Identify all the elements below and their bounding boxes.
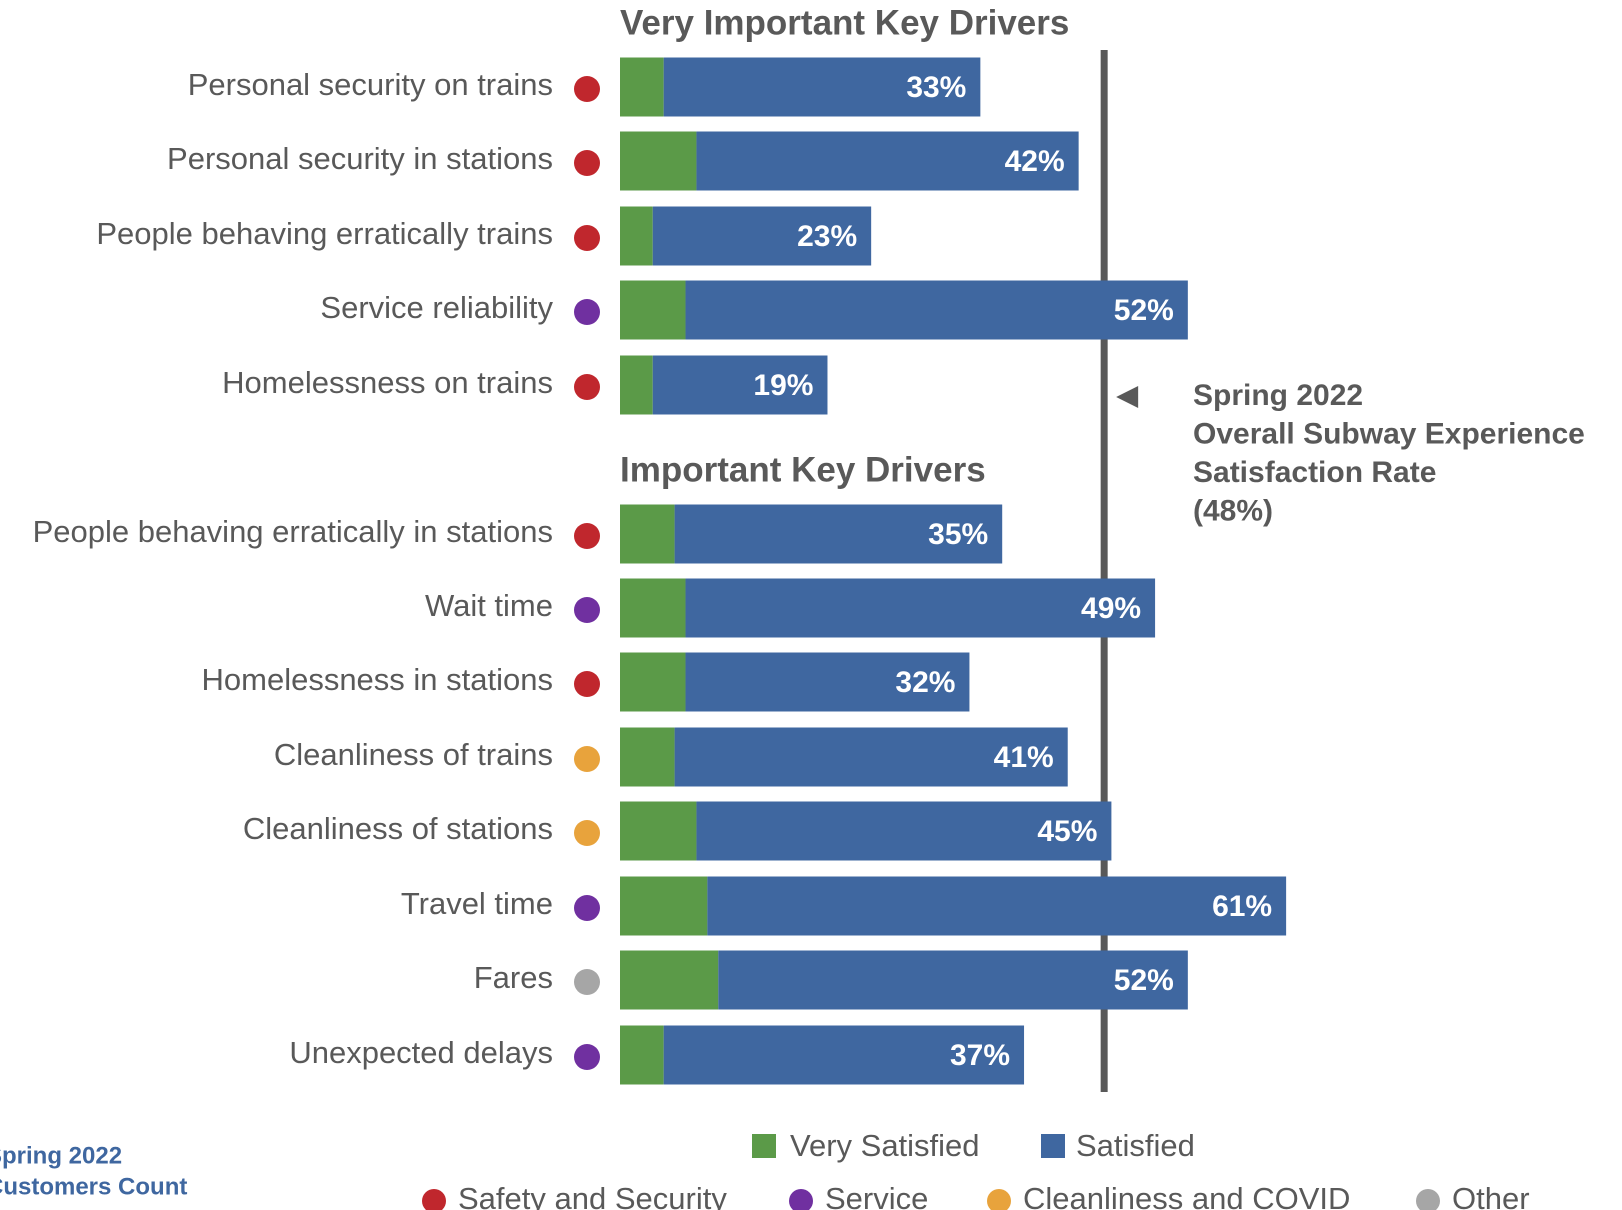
legend-dot: [987, 1189, 1011, 1210]
category-type-dot: [574, 523, 600, 549]
category-type-dot: [574, 299, 600, 325]
total-label: 37%: [950, 1039, 1010, 1072]
total-label: 52%: [1114, 964, 1174, 997]
bar-segment: [663, 1025, 1025, 1085]
bar-segment: [696, 131, 1079, 191]
bar-segment: [620, 57, 664, 117]
category-label: Cleanliness of stations: [243, 811, 553, 846]
total-label: 19%: [753, 369, 813, 402]
total-label: 49%: [1081, 592, 1141, 625]
category-type-dot: [574, 76, 600, 102]
category-type-dot: [574, 671, 600, 697]
category-type-dot: [574, 150, 600, 176]
total-label: 41%: [994, 741, 1054, 774]
legend-dot: [422, 1189, 446, 1210]
group-title: Very Important Key Drivers: [620, 3, 1069, 42]
bar-segment: [663, 57, 981, 117]
total-label: 42%: [1005, 145, 1065, 178]
total-label: 23%: [797, 220, 857, 253]
total-label: 45%: [1037, 815, 1097, 848]
category-label: Wait time: [425, 588, 553, 623]
bar-segment: [685, 652, 970, 712]
total-label: 33%: [906, 71, 966, 104]
bar-segment: [620, 355, 653, 415]
bar-segment: [674, 504, 1003, 564]
annotation-text: Satisfaction Rate: [1193, 456, 1436, 489]
category-label: Cleanliness of trains: [274, 737, 553, 772]
category-type-dot: [574, 895, 600, 921]
source-text: Customers Count: [0, 1173, 187, 1200]
category-label: Unexpected delays: [289, 1035, 553, 1070]
bar-segment: [620, 578, 686, 638]
bar-segment: [620, 280, 686, 340]
total-label: 32%: [895, 666, 955, 699]
legend-dot: [789, 1189, 813, 1210]
category-type-dot: [574, 820, 600, 846]
bar-segment: [652, 355, 828, 415]
bar-segment: [696, 801, 1112, 861]
bar-segment: [685, 578, 1156, 638]
category-label: Personal security on trains: [188, 67, 553, 102]
total-label: 35%: [928, 518, 988, 551]
bar-segment: [718, 950, 1188, 1010]
legend-dot: [1416, 1189, 1440, 1210]
category-label: Homelessness in stations: [202, 662, 554, 697]
annotation-text: Spring 2022: [1193, 379, 1363, 412]
annotation-text: (48%): [1193, 494, 1273, 527]
bar-segment: [620, 206, 653, 266]
total-label: 52%: [1114, 294, 1174, 327]
bar-segment: [620, 876, 708, 936]
bar-segment: [652, 206, 872, 266]
category-type-dot: [574, 746, 600, 772]
source-text: Survey: [0, 1204, 67, 1210]
bar-segment: [620, 950, 719, 1010]
category-type-dot: [574, 969, 600, 995]
category-type-dot: [574, 225, 600, 251]
legend-label: Safety and Security: [458, 1181, 727, 1210]
annotation-text: Overall Subway Experience: [1193, 417, 1585, 450]
legend-label: Other: [1452, 1181, 1530, 1210]
category-label: People behaving erratically trains: [96, 216, 553, 251]
category-label: Travel time: [401, 886, 553, 921]
annotation-arrow: [1116, 386, 1139, 408]
category-type-dot: [574, 1044, 600, 1070]
legend-swatch: [1041, 1134, 1065, 1158]
bar-segment: [674, 727, 1068, 787]
category-label: Fares: [474, 960, 553, 995]
bar-segment: [620, 1025, 664, 1085]
category-label: Service reliability: [320, 290, 553, 325]
category-type-dot: [574, 597, 600, 623]
total-label: 61%: [1212, 890, 1272, 923]
bar-segment: [620, 504, 675, 564]
category-label: People behaving erratically in stations: [33, 514, 553, 549]
bar-segment: [620, 727, 675, 787]
category-label: Homelessness on trains: [222, 365, 553, 400]
bar-segment: [707, 876, 1287, 936]
bar-segment: [620, 801, 697, 861]
bar-segment: [685, 280, 1188, 340]
source-text: Spring 2022: [0, 1142, 122, 1169]
category-type-dot: [574, 374, 600, 400]
group-title: Important Key Drivers: [620, 450, 986, 489]
legend-label: Very Satisfied: [790, 1128, 980, 1163]
legend-label: Cleanliness and COVID: [1023, 1181, 1350, 1210]
legend-label: Satisfied: [1076, 1128, 1195, 1163]
legend-label: Service: [825, 1181, 928, 1210]
legend-swatch: [752, 1134, 776, 1158]
category-label: Personal security in stations: [167, 141, 553, 176]
bar-segment: [620, 131, 697, 191]
bar-segment: [620, 652, 686, 712]
